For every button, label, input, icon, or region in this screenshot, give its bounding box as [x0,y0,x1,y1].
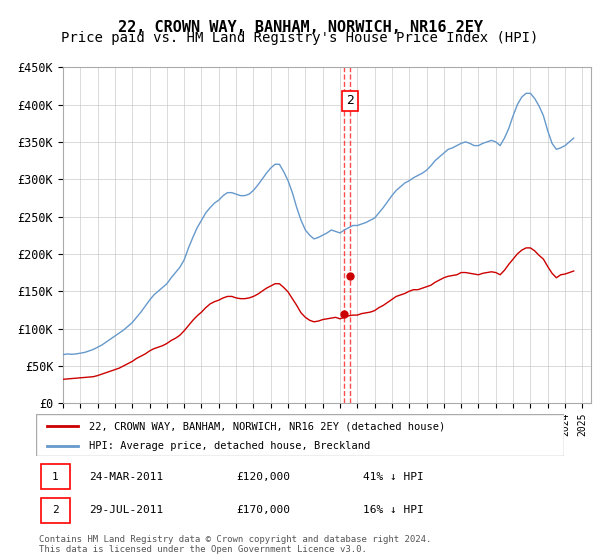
Text: £120,000: £120,000 [236,472,290,482]
Text: 29-JUL-2011: 29-JUL-2011 [89,505,163,515]
Text: 24-MAR-2011: 24-MAR-2011 [89,472,163,482]
Text: 2: 2 [52,505,59,515]
FancyBboxPatch shape [41,464,70,489]
Text: HPI: Average price, detached house, Breckland: HPI: Average price, detached house, Brec… [89,441,370,451]
Text: £170,000: £170,000 [236,505,290,515]
Text: 41% ↓ HPI: 41% ↓ HPI [364,472,424,482]
FancyBboxPatch shape [41,498,70,523]
Text: 2: 2 [346,94,354,108]
FancyBboxPatch shape [36,414,564,456]
Text: Price paid vs. HM Land Registry's House Price Index (HPI): Price paid vs. HM Land Registry's House … [61,31,539,45]
Text: 1: 1 [52,472,59,482]
Text: 16% ↓ HPI: 16% ↓ HPI [364,505,424,515]
Text: 22, CROWN WAY, BANHAM, NORWICH, NR16 2EY (detached house): 22, CROWN WAY, BANHAM, NORWICH, NR16 2EY… [89,421,445,431]
Text: Contains HM Land Registry data © Crown copyright and database right 2024.
This d: Contains HM Land Registry data © Crown c… [39,535,431,554]
Text: 22, CROWN WAY, BANHAM, NORWICH, NR16 2EY: 22, CROWN WAY, BANHAM, NORWICH, NR16 2EY [118,20,482,35]
